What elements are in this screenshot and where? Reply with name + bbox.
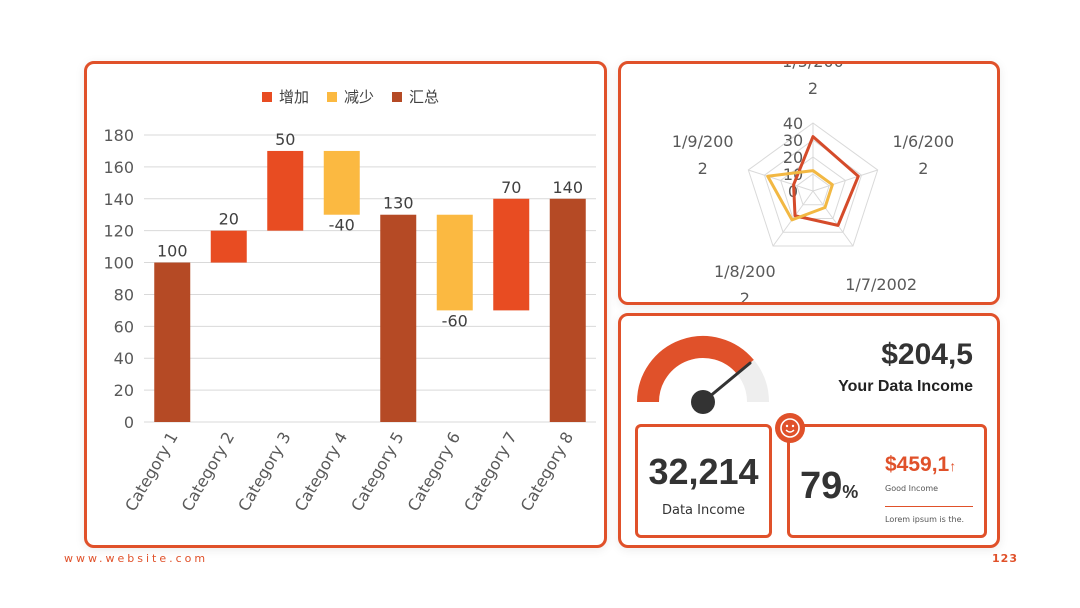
waterfall-bar bbox=[549, 198, 586, 422]
data-label: 70 bbox=[501, 178, 521, 197]
data-income-label: Data Income bbox=[661, 503, 745, 518]
income-amount: $204,5 bbox=[881, 338, 973, 371]
x-tick-label: Category 1 bbox=[121, 429, 182, 515]
gauge-track bbox=[736, 359, 769, 403]
radar-grid bbox=[796, 173, 830, 206]
radar-tick-label: 40 bbox=[783, 114, 803, 133]
y-tick-label: 180 bbox=[103, 126, 134, 145]
radar-tick-label: 30 bbox=[783, 131, 803, 150]
y-tick-label: 60 bbox=[114, 317, 134, 336]
radar-chart-panel: 0102030401/5/20021/6/20021/7/20021/8/200… bbox=[618, 52, 1000, 308]
radar-tick-label: 20 bbox=[783, 148, 803, 167]
waterfall-bar bbox=[267, 150, 304, 231]
data-income-value: 32,214 bbox=[648, 451, 759, 492]
good-income-value: $459,1↑ bbox=[885, 453, 956, 477]
smiley-icon bbox=[775, 413, 805, 443]
x-tick-label: Category 7 bbox=[460, 429, 521, 515]
income-amount-label: Your Data Income bbox=[838, 378, 973, 395]
data-label: 20 bbox=[219, 210, 239, 229]
radar-axis-label: 1/6/200 2 bbox=[892, 132, 954, 178]
gauge-fill bbox=[637, 336, 754, 403]
data-label: -60 bbox=[442, 311, 468, 330]
y-tick-label: 80 bbox=[114, 285, 134, 304]
waterfall-bar bbox=[154, 262, 191, 422]
radar-axis-label: 1/5/2002 bbox=[782, 64, 844, 98]
x-tick-label: Category 3 bbox=[234, 429, 295, 515]
radar-series bbox=[766, 169, 834, 222]
waterfall-bar bbox=[210, 230, 247, 263]
website-url[interactable]: www.website.com bbox=[64, 552, 209, 565]
data-income-card: 32,214 Data Income bbox=[635, 424, 772, 538]
y-tick-label: 20 bbox=[114, 381, 134, 400]
radar-axis-label: 1/8/200 2 bbox=[714, 262, 776, 302]
divider bbox=[885, 506, 973, 507]
good-income-label: Good Income bbox=[885, 484, 939, 493]
data-label: 140 bbox=[552, 178, 583, 197]
percent-sign: % bbox=[842, 482, 859, 502]
data-label: -40 bbox=[329, 216, 355, 235]
x-tick-label: Category 6 bbox=[404, 429, 465, 515]
kpi-panel: $204,5 Your Data Income 32,214 Data Inco… bbox=[618, 313, 1000, 548]
waterfall-bar bbox=[436, 214, 473, 311]
radar-axis-label: 1/7/2002 bbox=[845, 275, 917, 294]
x-tick-label: Category 5 bbox=[347, 429, 408, 515]
percent-value: 79% bbox=[800, 465, 858, 508]
waterfall-chart: 0 20 40 60 80 100 120 140 160 180 增加 减少 汇总 100 Categor… bbox=[103, 88, 596, 515]
radar-spoke bbox=[748, 169, 814, 192]
radar-axis-label: 1/9/200 2 bbox=[672, 132, 734, 178]
waterfall-bar bbox=[493, 198, 530, 311]
page-number: 123 bbox=[992, 552, 1018, 565]
y-tick-label: 120 bbox=[103, 222, 134, 241]
x-tick-label: Category 8 bbox=[517, 429, 578, 515]
radar-chart: 0102030401/5/20021/6/20021/7/20021/8/200… bbox=[672, 52, 954, 308]
lorem-text: Lorem ipsum is the. bbox=[885, 515, 965, 524]
gauge-chart bbox=[637, 336, 769, 414]
y-tick-label: 140 bbox=[103, 190, 134, 209]
legend-swatch bbox=[327, 92, 337, 102]
y-tick-label: 40 bbox=[114, 349, 134, 368]
y-tick-label: 100 bbox=[103, 254, 134, 273]
y-tick-label: 0 bbox=[124, 413, 134, 432]
radar-spoke bbox=[812, 169, 878, 192]
data-label: 100 bbox=[157, 242, 188, 261]
data-label: 130 bbox=[383, 194, 414, 213]
radar-series bbox=[792, 135, 860, 227]
arrow-up-icon: ↑ bbox=[949, 458, 957, 474]
x-tick-label: Category 2 bbox=[178, 429, 239, 515]
waterfall-bar bbox=[380, 214, 417, 422]
legend-label: 减少 bbox=[344, 88, 374, 106]
waterfall-bar bbox=[323, 150, 360, 215]
y-tick-label: 160 bbox=[103, 158, 134, 177]
good-income-card: 79% $459,1↑ Good Income Lorem ipsum is t… bbox=[787, 424, 987, 538]
radar-grid bbox=[747, 122, 879, 247]
legend-label: 增加 bbox=[279, 88, 309, 106]
legend-swatch bbox=[262, 92, 272, 102]
legend-swatch bbox=[392, 92, 402, 102]
data-label: 50 bbox=[275, 130, 295, 149]
waterfall-chart-panel: 0 20 40 60 80 100 120 140 160 180 增加 减少 汇总 100 Categor… bbox=[84, 61, 607, 548]
gauge-hub bbox=[691, 390, 715, 414]
good-income-amount: $459,1 bbox=[885, 453, 950, 476]
x-tick-label: Category 4 bbox=[291, 429, 352, 515]
radar-grid bbox=[763, 139, 863, 233]
radar-spoke bbox=[812, 190, 854, 247]
legend-label: 汇总 bbox=[409, 88, 439, 106]
percent-number: 79 bbox=[800, 465, 843, 507]
